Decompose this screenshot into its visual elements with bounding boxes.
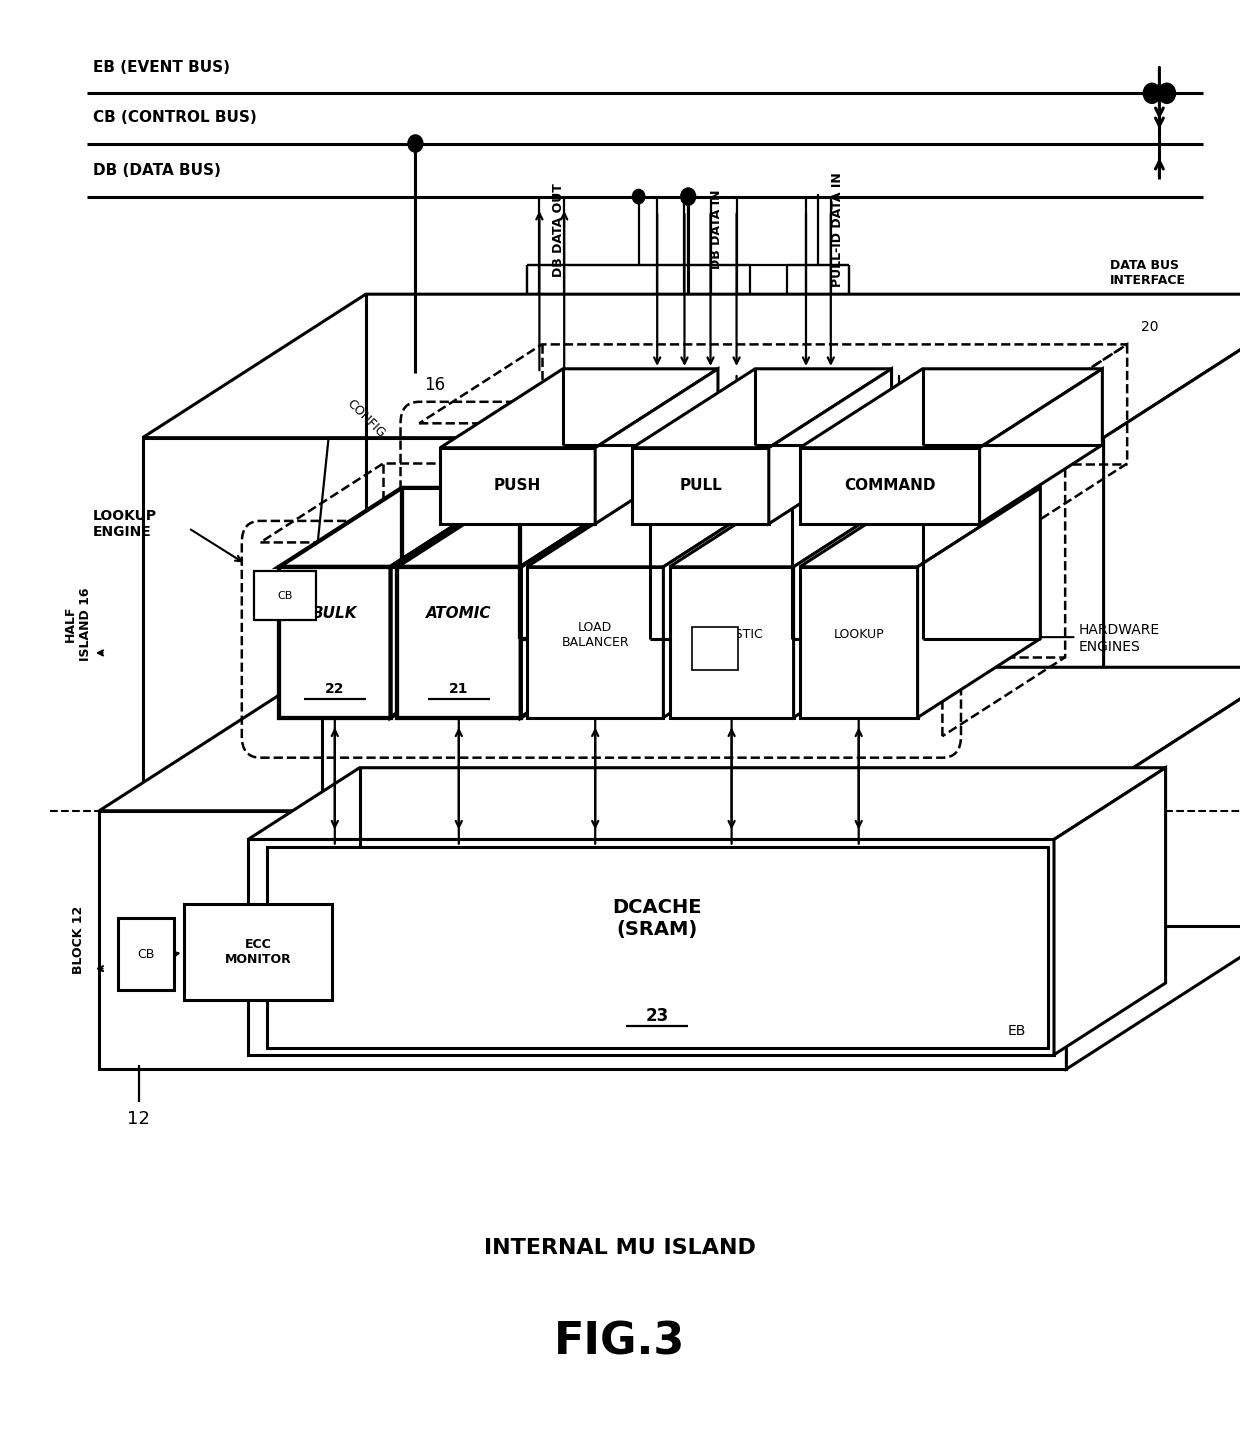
- Bar: [254, 571, 316, 620]
- Bar: [118, 918, 174, 990]
- Polygon shape: [794, 488, 916, 718]
- Text: PUSH: PUSH: [494, 478, 542, 494]
- Text: LOOKUP
ENGINE: LOOKUP ENGINE: [93, 508, 157, 540]
- Polygon shape: [1104, 294, 1240, 811]
- Polygon shape: [527, 488, 786, 567]
- Bar: [143, 438, 1104, 811]
- Text: COMMAND: COMMAND: [844, 478, 935, 494]
- Polygon shape: [769, 369, 892, 524]
- Polygon shape: [1066, 667, 1240, 1069]
- Bar: [692, 627, 738, 670]
- Bar: [670, 567, 794, 718]
- Bar: [99, 811, 1066, 1069]
- Text: CB: CB: [278, 591, 293, 600]
- Polygon shape: [397, 488, 644, 567]
- Polygon shape: [670, 488, 916, 567]
- Bar: [527, 567, 663, 718]
- Polygon shape: [248, 768, 1166, 839]
- Circle shape: [408, 135, 423, 152]
- Text: DATA BUS
INTERFACE: DATA BUS INTERFACE: [1110, 258, 1185, 287]
- Circle shape: [681, 188, 696, 205]
- Circle shape: [1143, 83, 1161, 103]
- Text: DCACHE
(SRAM): DCACHE (SRAM): [613, 898, 702, 938]
- Text: PULL-ID DATA IN: PULL-ID DATA IN: [831, 172, 843, 287]
- Text: 21: 21: [449, 682, 469, 696]
- Bar: [632, 448, 769, 524]
- Text: EB: EB: [1008, 1023, 1025, 1038]
- Text: HARDWARE
ENGINES: HARDWARE ENGINES: [1079, 623, 1159, 654]
- Bar: [267, 847, 1048, 1048]
- Polygon shape: [980, 369, 1102, 524]
- Text: CB: CB: [136, 947, 155, 961]
- Bar: [279, 567, 391, 718]
- Circle shape: [1158, 83, 1176, 103]
- Polygon shape: [1054, 768, 1166, 1055]
- Text: 23: 23: [646, 1007, 668, 1025]
- Text: LOOKUP: LOOKUP: [833, 629, 884, 641]
- Bar: [440, 448, 595, 524]
- Text: CB (CONTROL BUS): CB (CONTROL BUS): [93, 110, 257, 125]
- Text: ECC
MONITOR: ECC MONITOR: [224, 938, 291, 966]
- Text: LOAD
BALANCER: LOAD BALANCER: [562, 621, 629, 649]
- Polygon shape: [279, 488, 513, 567]
- Polygon shape: [800, 488, 1040, 567]
- Text: BULK: BULK: [312, 606, 357, 621]
- Text: 20: 20: [1141, 320, 1158, 334]
- Polygon shape: [99, 667, 1240, 811]
- Bar: [248, 839, 1054, 1055]
- Text: FIG.3: FIG.3: [554, 1320, 686, 1363]
- Bar: [184, 904, 332, 1000]
- Circle shape: [632, 189, 645, 204]
- Text: BLOCK 12: BLOCK 12: [72, 905, 84, 974]
- Polygon shape: [595, 369, 718, 524]
- Text: CONFIG: CONFIG: [343, 397, 388, 441]
- Polygon shape: [632, 369, 892, 448]
- Text: INTERNAL MU ISLAND: INTERNAL MU ISLAND: [484, 1238, 756, 1258]
- Polygon shape: [918, 488, 1040, 718]
- Polygon shape: [440, 369, 718, 448]
- Text: DB DATA OUT: DB DATA OUT: [552, 182, 564, 277]
- Polygon shape: [521, 488, 644, 718]
- Text: ATOMIC: ATOMIC: [427, 606, 491, 621]
- Text: STATISTIC: STATISTIC: [701, 629, 763, 641]
- Polygon shape: [663, 488, 786, 718]
- Polygon shape: [143, 294, 1240, 438]
- Text: HALF
ISLAND 16: HALF ISLAND 16: [64, 587, 92, 662]
- Polygon shape: [391, 488, 513, 718]
- Text: 22: 22: [325, 682, 345, 696]
- Text: EB (EVENT BUS): EB (EVENT BUS): [93, 60, 229, 75]
- Text: PULL: PULL: [680, 478, 722, 494]
- Polygon shape: [800, 369, 1102, 448]
- Text: DB (DATA BUS): DB (DATA BUS): [93, 164, 221, 178]
- Bar: [800, 448, 980, 524]
- Bar: [397, 567, 521, 718]
- Text: 12: 12: [128, 1111, 150, 1128]
- Text: 16: 16: [424, 376, 445, 393]
- Bar: [800, 567, 918, 718]
- Text: DB DATA IN: DB DATA IN: [709, 189, 723, 270]
